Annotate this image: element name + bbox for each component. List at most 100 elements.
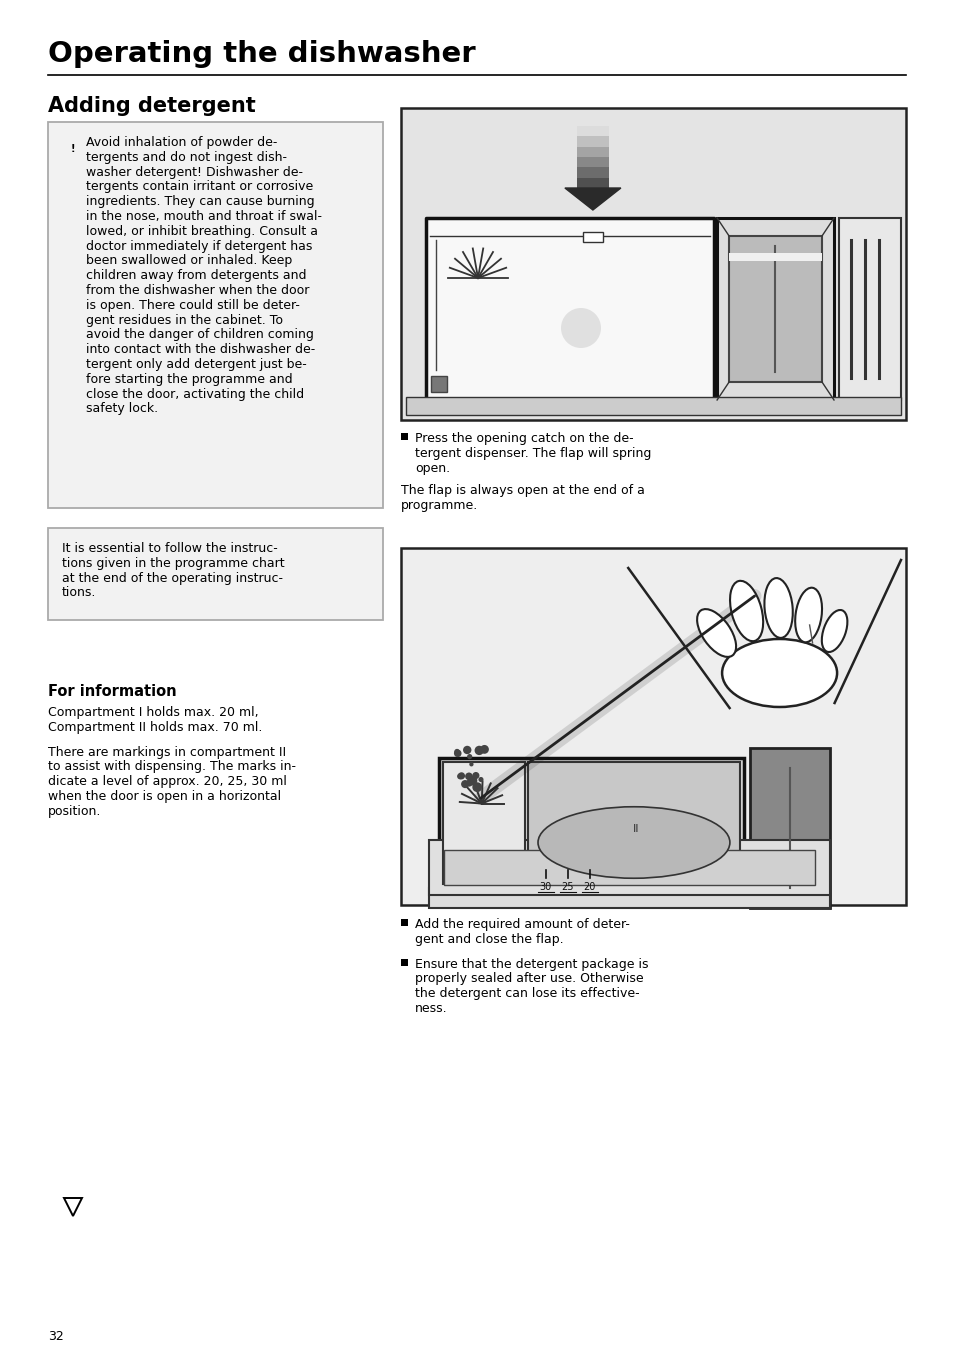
Text: been swallowed or inhaled. Keep: been swallowed or inhaled. Keep <box>86 254 292 268</box>
Text: washer detergent! Dishwasher de-: washer detergent! Dishwasher de- <box>86 165 303 178</box>
Text: open.: open. <box>415 461 450 475</box>
Text: tergent dispenser. The flap will spring: tergent dispenser. The flap will spring <box>415 446 651 460</box>
Text: The flap is always open at the end of a: The flap is always open at the end of a <box>400 484 644 498</box>
Circle shape <box>465 772 473 780</box>
Ellipse shape <box>795 588 821 642</box>
Text: properly sealed after use. Otherwise: properly sealed after use. Otherwise <box>415 972 643 986</box>
Text: ness.: ness. <box>415 1002 447 1015</box>
Bar <box>400 548 905 904</box>
Bar <box>582 233 602 242</box>
Bar <box>577 157 608 169</box>
Circle shape <box>472 783 481 792</box>
Text: to assist with dispensing. The marks in-: to assist with dispensing. The marks in- <box>48 760 295 773</box>
Text: ingredients. They can cause burning: ingredients. They can cause burning <box>86 195 314 208</box>
Text: For information: For information <box>48 684 176 699</box>
Bar <box>406 397 900 415</box>
Text: programme.: programme. <box>400 499 477 512</box>
Text: avoid the danger of children coming: avoid the danger of children coming <box>86 329 314 342</box>
Text: 32: 32 <box>48 1330 64 1343</box>
Bar <box>577 126 608 138</box>
Bar <box>400 919 408 926</box>
Circle shape <box>465 780 472 787</box>
Text: is open. There could still be deter-: is open. There could still be deter- <box>86 299 299 312</box>
Text: It is essential to follow the instruc-: It is essential to follow the instruc- <box>62 542 277 556</box>
Text: safety lock.: safety lock. <box>86 403 158 415</box>
Bar <box>750 748 829 909</box>
Text: Operating the dishwasher: Operating the dishwasher <box>48 41 476 68</box>
Bar <box>400 108 905 420</box>
Text: Add the required amount of deter-: Add the required amount of deter- <box>415 918 629 932</box>
Text: position.: position. <box>48 804 101 818</box>
Bar <box>442 763 524 884</box>
Text: close the door, activating the child: close the door, activating the child <box>86 388 304 400</box>
Circle shape <box>467 754 472 760</box>
Text: There are markings in compartment II: There are markings in compartment II <box>48 745 286 758</box>
Ellipse shape <box>537 807 729 879</box>
Text: Ensure that the detergent package is: Ensure that the detergent package is <box>415 957 648 971</box>
Circle shape <box>477 777 483 781</box>
Circle shape <box>472 779 476 783</box>
Bar <box>400 959 408 965</box>
Text: at the end of the operating instruc-: at the end of the operating instruc- <box>62 572 283 584</box>
Bar <box>426 218 714 400</box>
Circle shape <box>456 773 463 779</box>
Circle shape <box>454 749 461 757</box>
Text: II: II <box>632 825 639 834</box>
Ellipse shape <box>821 610 846 652</box>
Text: !: ! <box>71 145 75 154</box>
Circle shape <box>454 749 459 754</box>
Circle shape <box>457 772 465 779</box>
Ellipse shape <box>729 581 762 641</box>
Bar <box>728 253 821 261</box>
Bar <box>429 888 829 909</box>
Bar <box>577 137 608 147</box>
Text: Compartment I holds max. 20 ml,: Compartment I holds max. 20 ml, <box>48 706 258 719</box>
Text: 25: 25 <box>560 882 573 892</box>
Text: when the door is open in a horizontal: when the door is open in a horizontal <box>48 790 281 803</box>
Bar <box>577 146 608 158</box>
Bar <box>400 433 408 439</box>
Bar <box>48 122 382 508</box>
Text: Adding detergent: Adding detergent <box>48 96 255 116</box>
Text: gent residues in the cabinet. To: gent residues in the cabinet. To <box>86 314 283 327</box>
Text: in the nose, mouth and throat if swal-: in the nose, mouth and throat if swal- <box>86 210 322 223</box>
Bar <box>838 218 900 400</box>
Bar <box>443 850 815 886</box>
Text: into contact with the dishwasher de-: into contact with the dishwasher de- <box>86 343 314 356</box>
Text: the detergent can lose its effective-: the detergent can lose its effective- <box>415 987 639 1000</box>
Circle shape <box>469 763 473 767</box>
Text: tergent only add detergent just be-: tergent only add detergent just be- <box>86 358 307 370</box>
Text: fore starting the programme and: fore starting the programme and <box>86 373 293 385</box>
Circle shape <box>479 745 488 754</box>
Text: lowed, or inhibit breathing. Consult a: lowed, or inhibit breathing. Consult a <box>86 224 317 238</box>
Text: Avoid inhalation of powder de-: Avoid inhalation of powder de- <box>86 137 277 149</box>
Text: tions.: tions. <box>62 587 96 599</box>
Bar <box>527 763 740 884</box>
Text: gent and close the flap.: gent and close the flap. <box>415 933 563 946</box>
Bar <box>429 840 829 895</box>
Ellipse shape <box>721 639 836 707</box>
Text: Compartment II holds max. 70 ml.: Compartment II holds max. 70 ml. <box>48 721 262 734</box>
Text: children away from detergents and: children away from detergents and <box>86 269 306 283</box>
Bar <box>577 177 608 189</box>
Bar <box>438 758 743 888</box>
Text: 30: 30 <box>538 882 551 892</box>
Text: dicate a level of approx. 20, 25, 30 ml: dicate a level of approx. 20, 25, 30 ml <box>48 775 287 788</box>
Bar <box>48 529 382 621</box>
Text: tions given in the programme chart: tions given in the programme chart <box>62 557 284 569</box>
Circle shape <box>460 780 469 788</box>
Bar <box>728 237 821 383</box>
Circle shape <box>471 779 476 784</box>
Circle shape <box>472 772 479 779</box>
Circle shape <box>462 746 471 754</box>
Text: doctor immediately if detergent has: doctor immediately if detergent has <box>86 239 312 253</box>
Circle shape <box>467 776 476 786</box>
Text: tergents contain irritant or corrosive: tergents contain irritant or corrosive <box>86 180 313 193</box>
Circle shape <box>474 746 483 756</box>
Text: tergents and do not ingest dish-: tergents and do not ingest dish- <box>86 151 287 164</box>
Bar <box>431 376 447 392</box>
Polygon shape <box>564 188 620 210</box>
Bar <box>577 168 608 178</box>
Text: from the dishwasher when the door: from the dishwasher when the door <box>86 284 309 297</box>
Text: 20: 20 <box>582 882 595 892</box>
